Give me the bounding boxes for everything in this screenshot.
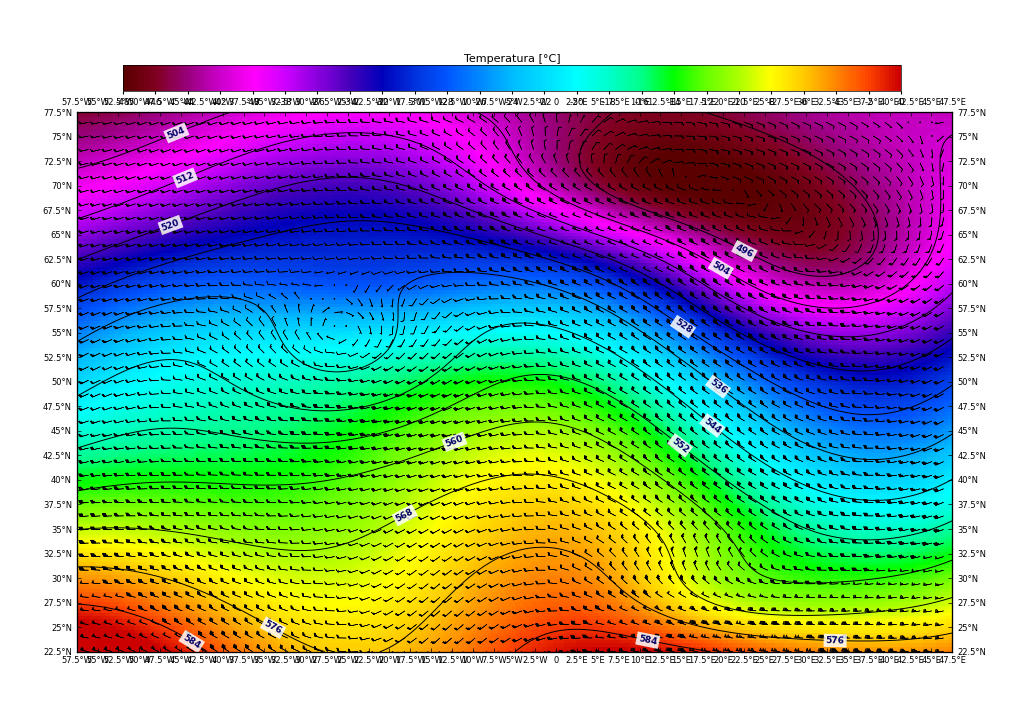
- Text: 584: 584: [181, 633, 202, 650]
- Text: 504: 504: [166, 125, 186, 140]
- Text: 560: 560: [444, 434, 465, 450]
- Text: 504: 504: [711, 260, 731, 277]
- Text: 584: 584: [638, 634, 658, 647]
- Text: 576: 576: [262, 619, 284, 636]
- Title: Temperatura [°C]: Temperatura [°C]: [464, 54, 560, 64]
- Text: 552: 552: [670, 436, 690, 455]
- Text: 576: 576: [825, 636, 845, 645]
- Text: 496: 496: [734, 243, 755, 259]
- Text: 568: 568: [394, 507, 415, 523]
- Text: 528: 528: [673, 318, 693, 336]
- Text: 520: 520: [160, 218, 181, 232]
- Text: 512: 512: [175, 170, 196, 185]
- Text: 544: 544: [702, 416, 723, 435]
- Text: 536: 536: [708, 377, 728, 396]
